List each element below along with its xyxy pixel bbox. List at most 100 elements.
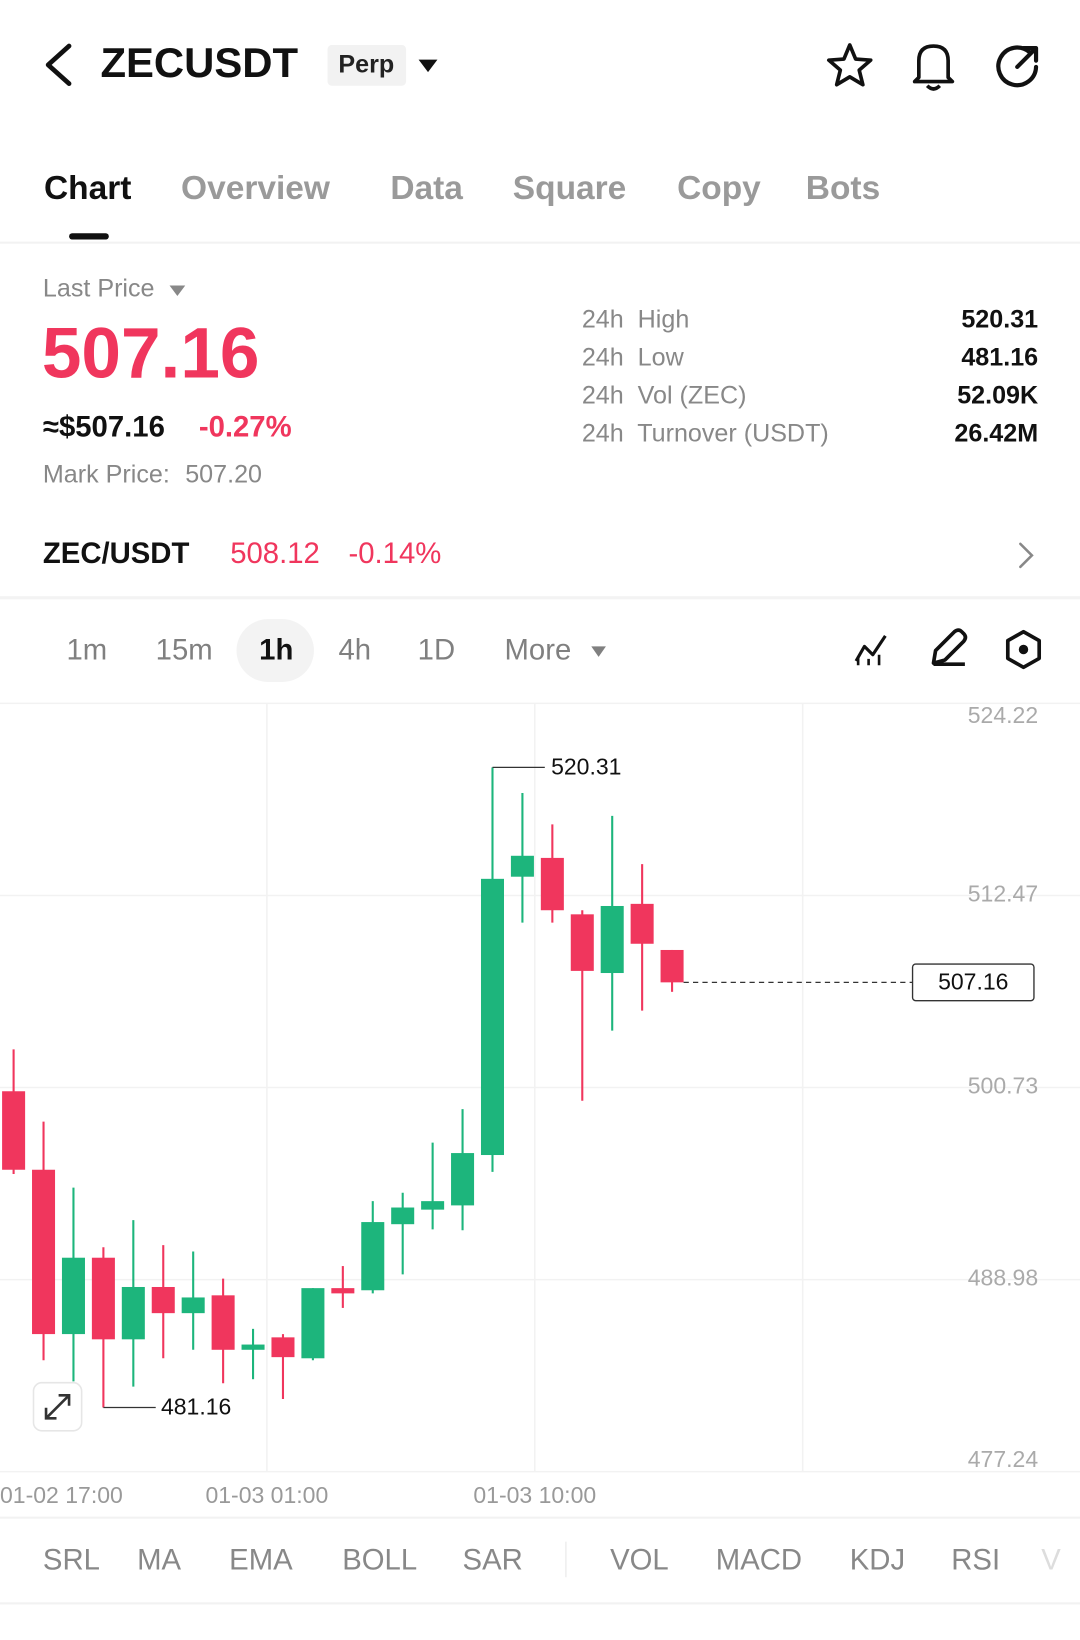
stats: 24h High 520.31 24h Low 481.16 24h Vol (ZEC)… [582,306,1038,448]
indicator[interactable]: MACD [716,1543,802,1576]
candle-body [151,1286,175,1314]
interval[interactable]: 1D [418,633,455,666]
price-type-arrow[interactable] [169,285,186,296]
high-label: 520.31 [551,753,621,779]
refresh-stroke [1015,48,1037,70]
candle-body [2,1091,26,1170]
indicator[interactable]: SRL [43,1543,100,1576]
indicator[interactable]: SAR [463,1543,523,1576]
divider [0,1602,1080,1605]
stat-value: 520.31 [961,306,1038,334]
y-tick-label: 512.47 [968,881,1038,907]
divider [0,241,1080,244]
last-price: 507.16 [42,315,260,394]
indicator-icon-bars [856,654,881,666]
dropdown-arrow[interactable] [418,59,438,73]
badge: Perp [338,51,394,79]
candle-body [421,1201,445,1210]
candle-body [61,1257,85,1335]
settings-icon[interactable] [1005,629,1042,670]
spot-chevron[interactable] [1019,542,1034,569]
indicator-icon[interactable] [854,635,887,662]
candle-body [211,1295,235,1350]
candle-body [241,1344,265,1350]
candle-body [181,1297,205,1314]
candle-body [600,905,624,974]
tab-bar: Chart Overview Data Square Copy Bots [44,170,880,207]
interval[interactable]: More [505,633,572,666]
favorite-icon[interactable] [827,43,873,87]
last-price-box [911,963,1035,1002]
y-tick-label: 524.22 [968,702,1038,728]
indicator[interactable]: RSI [951,1543,1000,1576]
refresh-arrow [1021,46,1039,63]
draw-icon[interactable] [931,628,968,666]
indicator-separator [565,1541,567,1578]
divider [0,596,1080,600]
candle-body [540,857,564,911]
x-tick-label: 01-03 01:00 [205,1482,328,1508]
symbol: ZECUSDT [100,39,298,86]
indicator[interactable]: BOLL [342,1543,417,1576]
stat-label: 24h Turnover (USDT) [582,420,829,448]
interval[interactable]: 1h [259,633,293,666]
tab[interactable]: Bots [806,170,880,207]
indicator-bar: SRL MA EMA BOLL SAR VOL MACD KDJ RSI V [43,1543,1061,1576]
settings-icon-dot [1018,644,1029,655]
stat-value: 481.16 [961,344,1038,372]
stat-value: 26.42M [954,420,1038,448]
last-price-label: Last Price [43,274,155,302]
mark-price: 507.20 [185,461,262,489]
tab[interactable]: Overview [181,170,331,207]
candle-body [480,878,504,1156]
expand-icon [44,1393,71,1420]
stat-value: 52.09K [957,382,1038,410]
candle-body [660,949,684,983]
indicator[interactable]: VOL [610,1543,669,1576]
interval[interactable]: 4h [338,633,371,666]
x-tick-label: 01-02 17:00 [0,1482,123,1508]
divider [0,1516,1080,1519]
alert-icon[interactable] [912,44,955,91]
candle-body [32,1169,56,1335]
interval[interactable]: 15m [156,633,213,666]
refresh-icon[interactable] [996,45,1039,88]
tab[interactable]: Copy [677,170,761,207]
indicator[interactable]: V [1041,1543,1061,1576]
spot-pair[interactable]: ZEC/USDT [43,537,190,570]
y-tick-label: 477.24 [968,1446,1039,1472]
interval[interactable]: 1m [67,633,108,666]
candle-body [630,903,654,944]
interval-bar: 1m 15m 1h 4h 1D More [67,633,606,666]
usd-price: ≈$507.16 [43,411,165,444]
indicator[interactable]: KDJ [850,1543,905,1576]
low-label: 481.16 [161,1394,231,1420]
back-button[interactable] [45,43,72,87]
stat-label: 24h Vol (ZEC) [582,382,747,410]
stat-label: 24h Low [582,344,685,372]
candle-body [510,855,534,877]
candle-body [271,1337,295,1358]
badge-bg [327,44,407,86]
candle-body [451,1153,475,1206]
mark-price-label: Mark Price: [43,461,170,489]
interval-active-bg [236,619,314,682]
candle-body [331,1288,355,1294]
tab-underline [69,233,109,240]
tab[interactable]: Square [513,170,627,207]
y-tick-label: 500.73 [968,1073,1038,1099]
tab[interactable]: Data [390,170,463,207]
candle-body [121,1286,145,1340]
candle-body [361,1222,385,1291]
x-tick-label: 01-03 10:00 [473,1482,596,1508]
candle-body [391,1207,415,1225]
more-arrow [591,646,606,657]
indicator[interactable]: EMA [229,1543,293,1576]
tab[interactable]: Chart [44,170,131,207]
price-change: -0.27% [199,411,292,444]
spot-price: 508.12 [230,537,320,570]
candle-body [91,1257,115,1340]
indicator[interactable]: MA [137,1543,181,1576]
candle-body [570,914,594,971]
